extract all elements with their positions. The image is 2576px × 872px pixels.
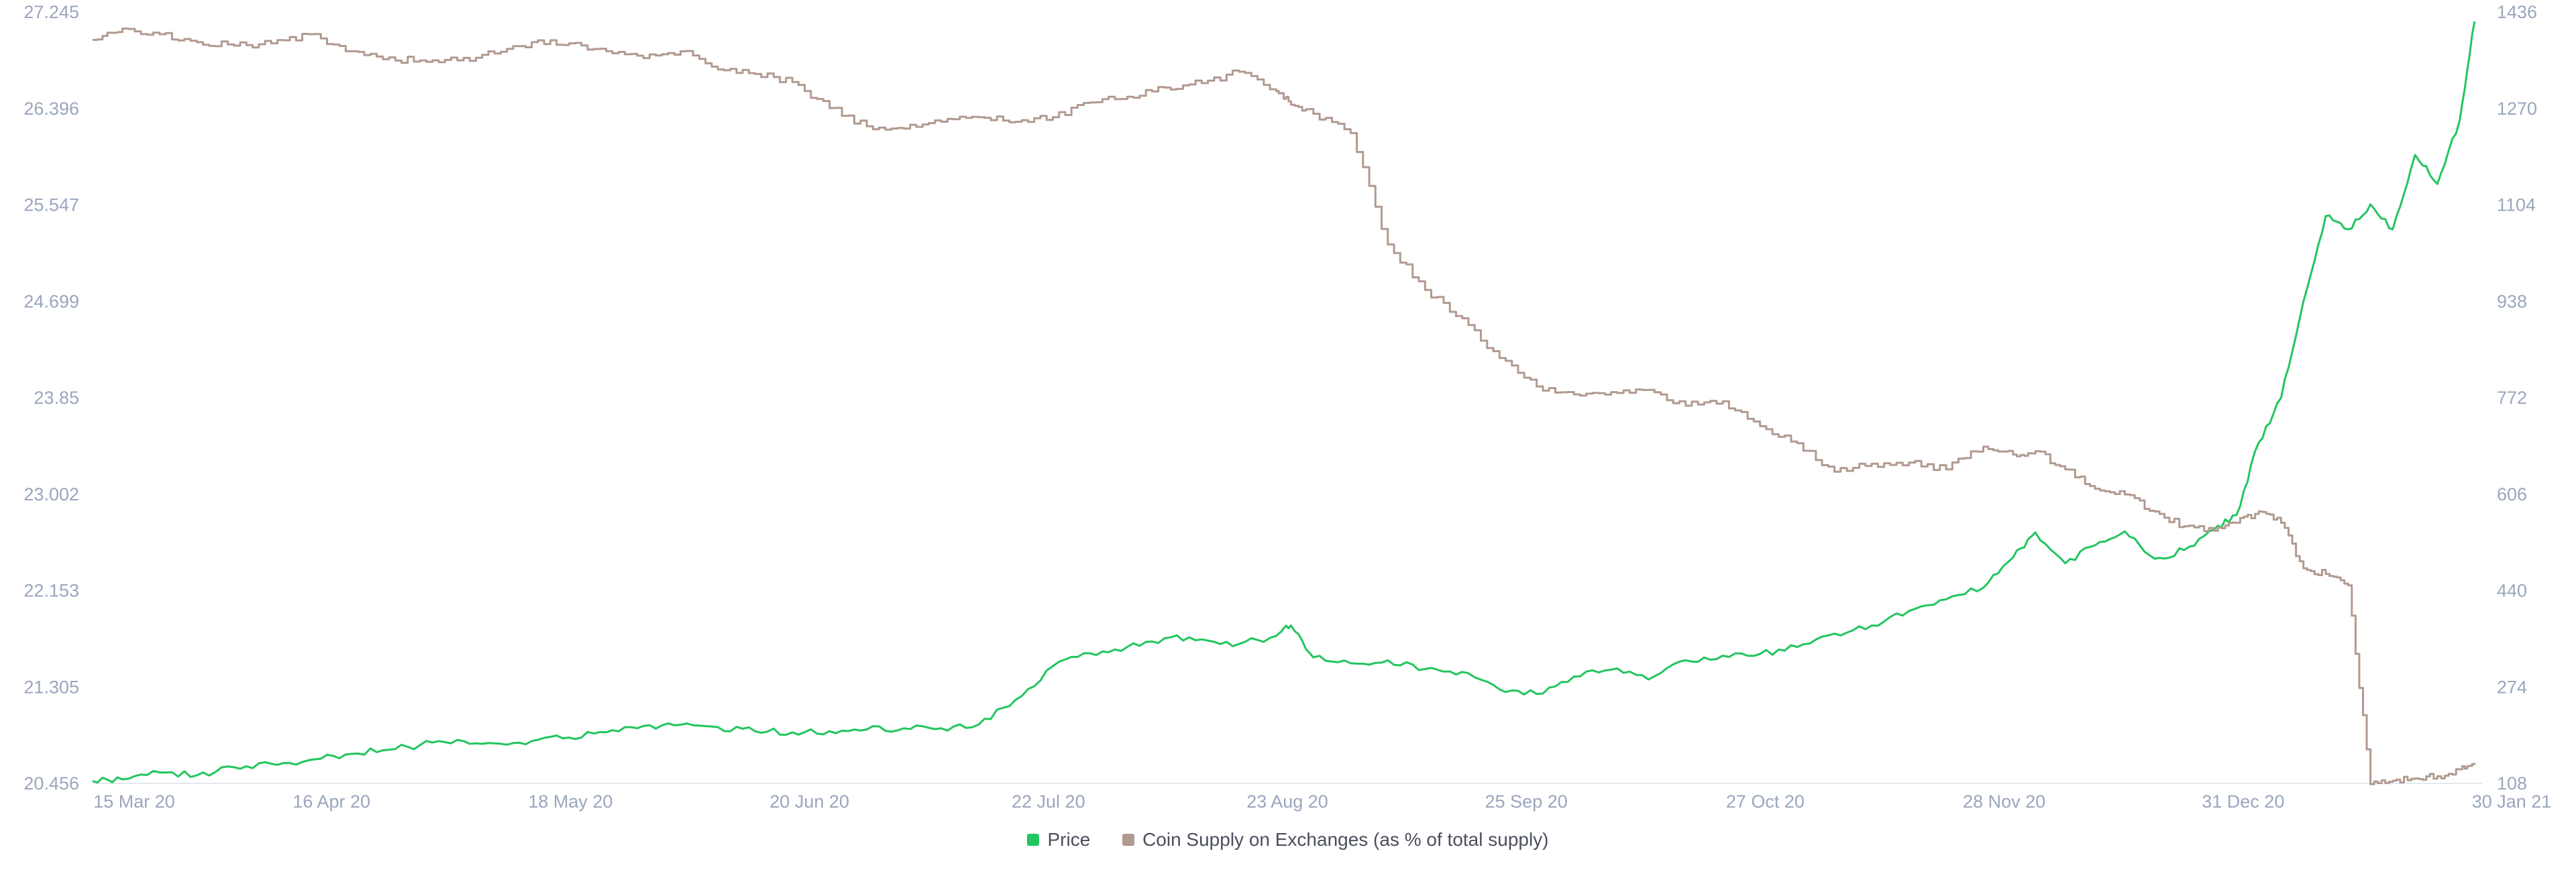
x-tick-label: 16 Apr 20: [292, 792, 370, 812]
series-layer: [92, 21, 2476, 785]
right-tick-label: 606: [2497, 484, 2527, 504]
price-series-line: [92, 21, 2476, 783]
left-tick-label: 23.85: [34, 388, 79, 408]
x-tick-label: 20 Jun 20: [769, 792, 849, 812]
x-axis-ticks: 15 Mar 20 16 Apr 20 18 May 20 20 Jun 20 22 J…: [93, 792, 2551, 812]
x-tick-label: 28 Nov 20: [1963, 792, 2045, 812]
right-tick-label: 1436: [2497, 2, 2537, 22]
left-tick-label: 20.456: [23, 773, 79, 794]
legend-label-price: Price: [1047, 829, 1091, 850]
right-tick-label: 938: [2497, 291, 2527, 311]
coin-supply-swatch-icon: [1122, 834, 1135, 846]
legend: Price Coin Supply on Exchanges (as % of …: [0, 829, 2576, 851]
coin-supply-series-line: [93, 28, 2476, 785]
x-tick-label: 27 Oct 20: [1726, 792, 1805, 812]
right-tick-label: 108: [2497, 773, 2527, 794]
x-tick-label: 18 May 20: [528, 792, 612, 812]
x-tick-label: 22 Jul 20: [1012, 792, 1085, 812]
x-tick-label: 30 Jan 21: [2472, 792, 2552, 812]
right-tick-label: 1270: [2497, 99, 2537, 119]
left-tick-label: 25.547: [23, 195, 79, 215]
x-tick-label: 25 Sep 20: [1485, 792, 1568, 812]
right-tick-label: 772: [2497, 388, 2527, 408]
left-tick-label: 26.396: [23, 99, 79, 119]
left-tick-label: 22.153: [23, 581, 79, 601]
right-tick-label: 1104: [2497, 195, 2536, 215]
price-swatch-icon: [1027, 834, 1040, 846]
right-tick-label: 440: [2497, 581, 2527, 601]
legend-item-coin-supply[interactable]: Coin Supply on Exchanges (as % of total …: [1122, 829, 1549, 851]
left-tick-label: 24.699: [23, 291, 79, 311]
right-tick-label: 274: [2497, 677, 2527, 697]
left-tick-label: 21.305: [23, 677, 79, 697]
left-tick-label: 23.002: [23, 484, 79, 504]
left-axis-ticks: 27.245 26.396 25.547 24.699 23.85 23.002 22.15…: [23, 2, 79, 794]
x-tick-label: 15 Mar 20: [93, 792, 175, 812]
x-tick-label: 31 Dec 20: [2202, 792, 2284, 812]
legend-item-price[interactable]: Price: [1027, 829, 1090, 851]
left-tick-label: 27.245: [23, 2, 79, 22]
x-tick-label: 23 Aug 20: [1246, 792, 1328, 812]
legend-label-coin-supply: Coin Supply on Exchanges (as % of total …: [1142, 829, 1549, 850]
right-axis-ticks: 1436 1270 1104 938 772 606 440 274 108: [2497, 2, 2537, 794]
